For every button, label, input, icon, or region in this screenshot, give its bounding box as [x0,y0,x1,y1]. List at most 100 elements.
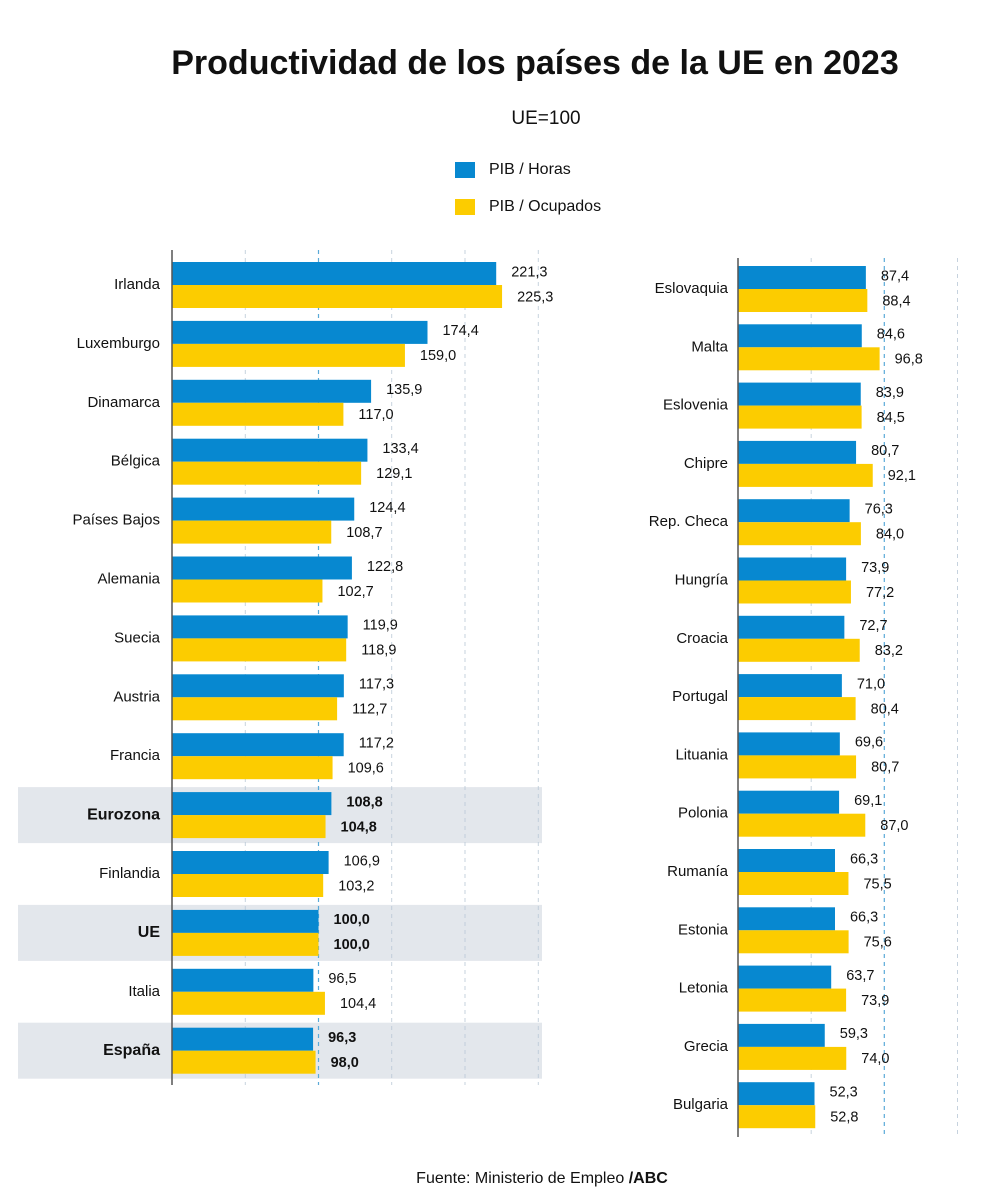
value-label-horas-portugal: 71,0 [857,676,885,692]
source-text: Fuente: Ministerio de Empleo [416,1170,629,1187]
bar-ocupados-letonia [738,988,847,1012]
bar-ocupados-francia [172,756,333,780]
value-label-horas-rumania: 66,3 [850,851,878,867]
bar-horas-austria [172,674,344,698]
category-label-austria: Austria [113,688,160,705]
bar-horas-eslovenia [738,382,861,406]
bar-ocupados-eslovaquia [738,289,868,312]
value-label-ocupados-rumania: 75,5 [863,876,891,892]
value-label-ocupados-estonia: 75,6 [864,935,892,951]
category-label-estonia: Estonia [678,921,729,938]
bar-horas-grecia [738,1023,825,1047]
bar-horas-dinamarca [172,379,372,403]
bar-horas-polonia [738,790,840,814]
bar-ocupados-polonia [738,813,866,837]
value-label-horas-chipre: 80,7 [871,443,899,459]
bar-horas-lituania [738,732,840,756]
value-label-ocupados-francia: 109,6 [348,761,384,777]
category-label-eslovenia: Eslovenia [663,397,729,414]
category-label-eslovaquia: Eslovaquia [655,280,729,297]
category-label-francia: Francia [110,747,161,764]
bar-horas-irlanda [172,262,497,285]
category-label-hungria: Hungría [675,571,729,588]
bar-ocupados-estonia [738,930,849,954]
bar-ocupados-chipre [738,463,873,487]
bar-ocupados-paises-bajos [172,520,332,544]
legend-label-ocupados: PIB / Ocupados [489,198,602,215]
value-label-ocupados-croacia: 83,2 [875,643,903,659]
category-label-ue: UE [138,924,161,941]
value-label-horas-italia: 96,5 [328,971,356,987]
bar-ocupados-alemania [172,579,323,603]
category-label-rep-checa: Rep. Checa [649,513,729,530]
bar-horas-italia [172,968,314,992]
category-label-rumania: Rumanía [667,863,729,880]
bar-horas-bulgaria [738,1082,815,1106]
bar-horas-ue [172,909,319,933]
value-label-horas-eurozona: 108,8 [346,794,382,810]
value-label-horas-estonia: 66,3 [850,910,878,926]
chart-area: 221,3 225,3 Irlanda 174,4 159,0 Luxemburgo 135… [18,250,958,1137]
category-label-alemania: Alemania [97,570,160,587]
category-label-lituania: Lituania [675,746,728,763]
bar-horas-belgica [172,438,368,462]
bar-ocupados-eslovenia [738,405,862,429]
value-label-horas-grecia: 59,3 [840,1026,868,1042]
bar-ocupados-finlandia [172,874,324,897]
value-label-horas-bulgaria: 52,3 [830,1085,858,1101]
value-label-horas-finlandia: 106,9 [344,853,380,869]
category-label-polonia: Polonia [678,805,729,822]
category-label-paises-bajos: Países Bajos [72,512,160,529]
value-label-horas-croacia: 72,7 [859,618,887,634]
bar-horas-chipre [738,440,857,464]
bar-horas-paises-bajos [172,497,355,521]
value-label-ocupados-austria: 112,7 [352,702,387,718]
bar-ocupados-espana [172,1050,316,1074]
category-label-croacia: Croacia [676,630,728,647]
legend-label-horas: PIB / Horas [489,161,571,178]
category-label-luxemburgo: Luxemburgo [77,335,160,352]
bar-horas-rep-checa [738,499,850,523]
bar-horas-hungria [738,557,847,581]
category-label-grecia: Grecia [684,1038,729,1055]
legend-item-horas: PIB / Horas [455,160,571,180]
value-label-horas-polonia: 69,1 [854,793,882,809]
source-brand: /ABC [628,1170,668,1187]
value-label-ocupados-irlanda: 225,3 [517,289,553,305]
category-label-espana: España [103,1042,160,1059]
bar-ocupados-belgica [172,461,362,485]
bar-ocupados-ue [172,932,319,956]
bar-ocupados-austria [172,697,338,721]
bar-ocupados-irlanda [172,285,503,308]
bar-horas-portugal [738,674,842,698]
category-label-eurozona: Eurozona [87,806,160,823]
legend-swatch-horas [455,162,475,178]
value-label-horas-rep-checa: 76,3 [865,502,893,518]
bar-horas-estonia [738,907,835,931]
legend-swatch-ocupados [455,199,475,215]
value-label-ocupados-letonia: 73,9 [861,993,889,1009]
value-label-ocupados-portugal: 80,4 [871,701,899,717]
bar-ocupados-luxemburgo [172,343,405,367]
category-label-chipre: Chipre [684,455,728,472]
value-label-ocupados-belgica: 129,1 [376,466,412,482]
value-label-ocupados-espana: 98,0 [331,1055,359,1071]
bar-horas-suecia [172,615,348,639]
bar-ocupados-eurozona [172,815,326,839]
value-label-ocupados-eslovaquia: 88,4 [882,293,910,309]
value-label-horas-luxemburgo: 174,4 [442,323,478,339]
bar-ocupados-bulgaria [738,1105,816,1129]
chart-title: Productividad de los países de la UE en … [171,44,899,82]
category-label-finlandia: Finlandia [99,865,161,882]
value-label-ocupados-suecia: 118,9 [361,643,396,659]
source-note: Fuente: Ministerio de Empleo /ABC [0,1170,1000,1188]
value-label-horas-francia: 117,2 [359,736,394,752]
bar-horas-letonia [738,965,832,989]
bar-ocupados-lituania [738,755,857,779]
value-label-horas-malta: 84,6 [877,327,905,343]
bar-horas-luxemburgo [172,320,428,344]
value-label-horas-austria: 117,3 [359,677,394,693]
bar-horas-croacia [738,615,845,639]
bar-ocupados-portugal [738,697,856,721]
bar-ocupados-italia [172,991,325,1015]
